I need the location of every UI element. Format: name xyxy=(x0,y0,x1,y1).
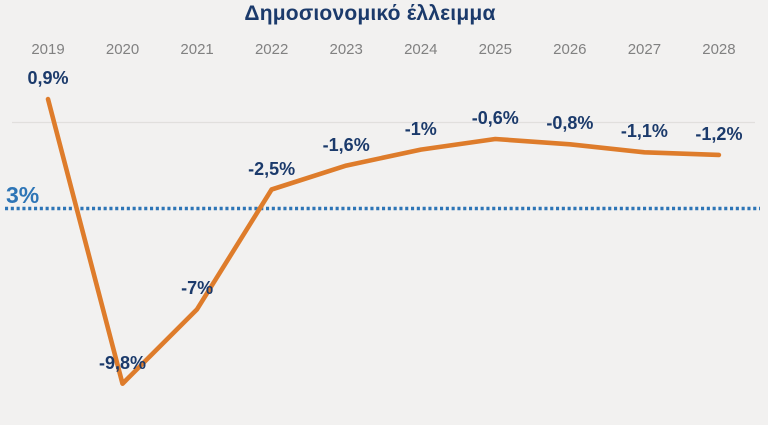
x-axis: 2019 2020 2021 2022 2023 2024 2025 2026 2027 2028 xyxy=(0,0,768,60)
x-axis-label-2019: 2019 xyxy=(31,41,65,58)
x-axis-label-2021: 2021 xyxy=(180,41,214,58)
x-axis-label-2022: 2022 xyxy=(254,41,289,58)
x-axis-label-2027: 2027 xyxy=(627,41,662,58)
data-label-2028: -1,2% xyxy=(695,123,743,144)
data-label-2024: -1% xyxy=(404,118,437,139)
data-label-2020: -9,8% xyxy=(99,352,147,373)
data-label-2027: -1,1% xyxy=(620,121,668,142)
x-axis-label-2024: 2024 xyxy=(404,41,438,58)
threshold-label: 3% xyxy=(6,182,40,208)
x-axis-label-2023: 2023 xyxy=(329,41,363,58)
x-axis-label-2026: 2026 xyxy=(553,41,587,58)
data-label-2021: -7% xyxy=(181,278,214,299)
data-label-2019: 0,9% xyxy=(27,68,69,89)
data-label-2022: -2,5% xyxy=(248,158,296,179)
deficit-series-line xyxy=(45,96,722,387)
x-axis-label-2020: 2020 xyxy=(105,41,140,58)
x-axis-label-2028: 2028 xyxy=(702,41,736,58)
data-label-2026: -0,8% xyxy=(546,113,594,134)
data-label-2023: -1,6% xyxy=(322,134,370,155)
data-label-2025: -0,6% xyxy=(471,107,519,128)
x-axis-label-2025: 2025 xyxy=(478,41,512,58)
chart-title: Δημοσιονομικό έλλειμμα xyxy=(244,2,496,25)
